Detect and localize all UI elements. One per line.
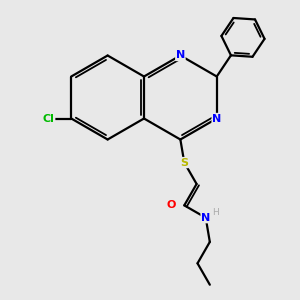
Text: N: N bbox=[201, 213, 210, 223]
Text: N: N bbox=[212, 113, 221, 124]
Text: Cl: Cl bbox=[43, 113, 55, 124]
Text: O: O bbox=[166, 200, 176, 210]
Text: N: N bbox=[176, 50, 185, 61]
Text: H: H bbox=[212, 208, 219, 217]
Text: S: S bbox=[180, 158, 188, 168]
